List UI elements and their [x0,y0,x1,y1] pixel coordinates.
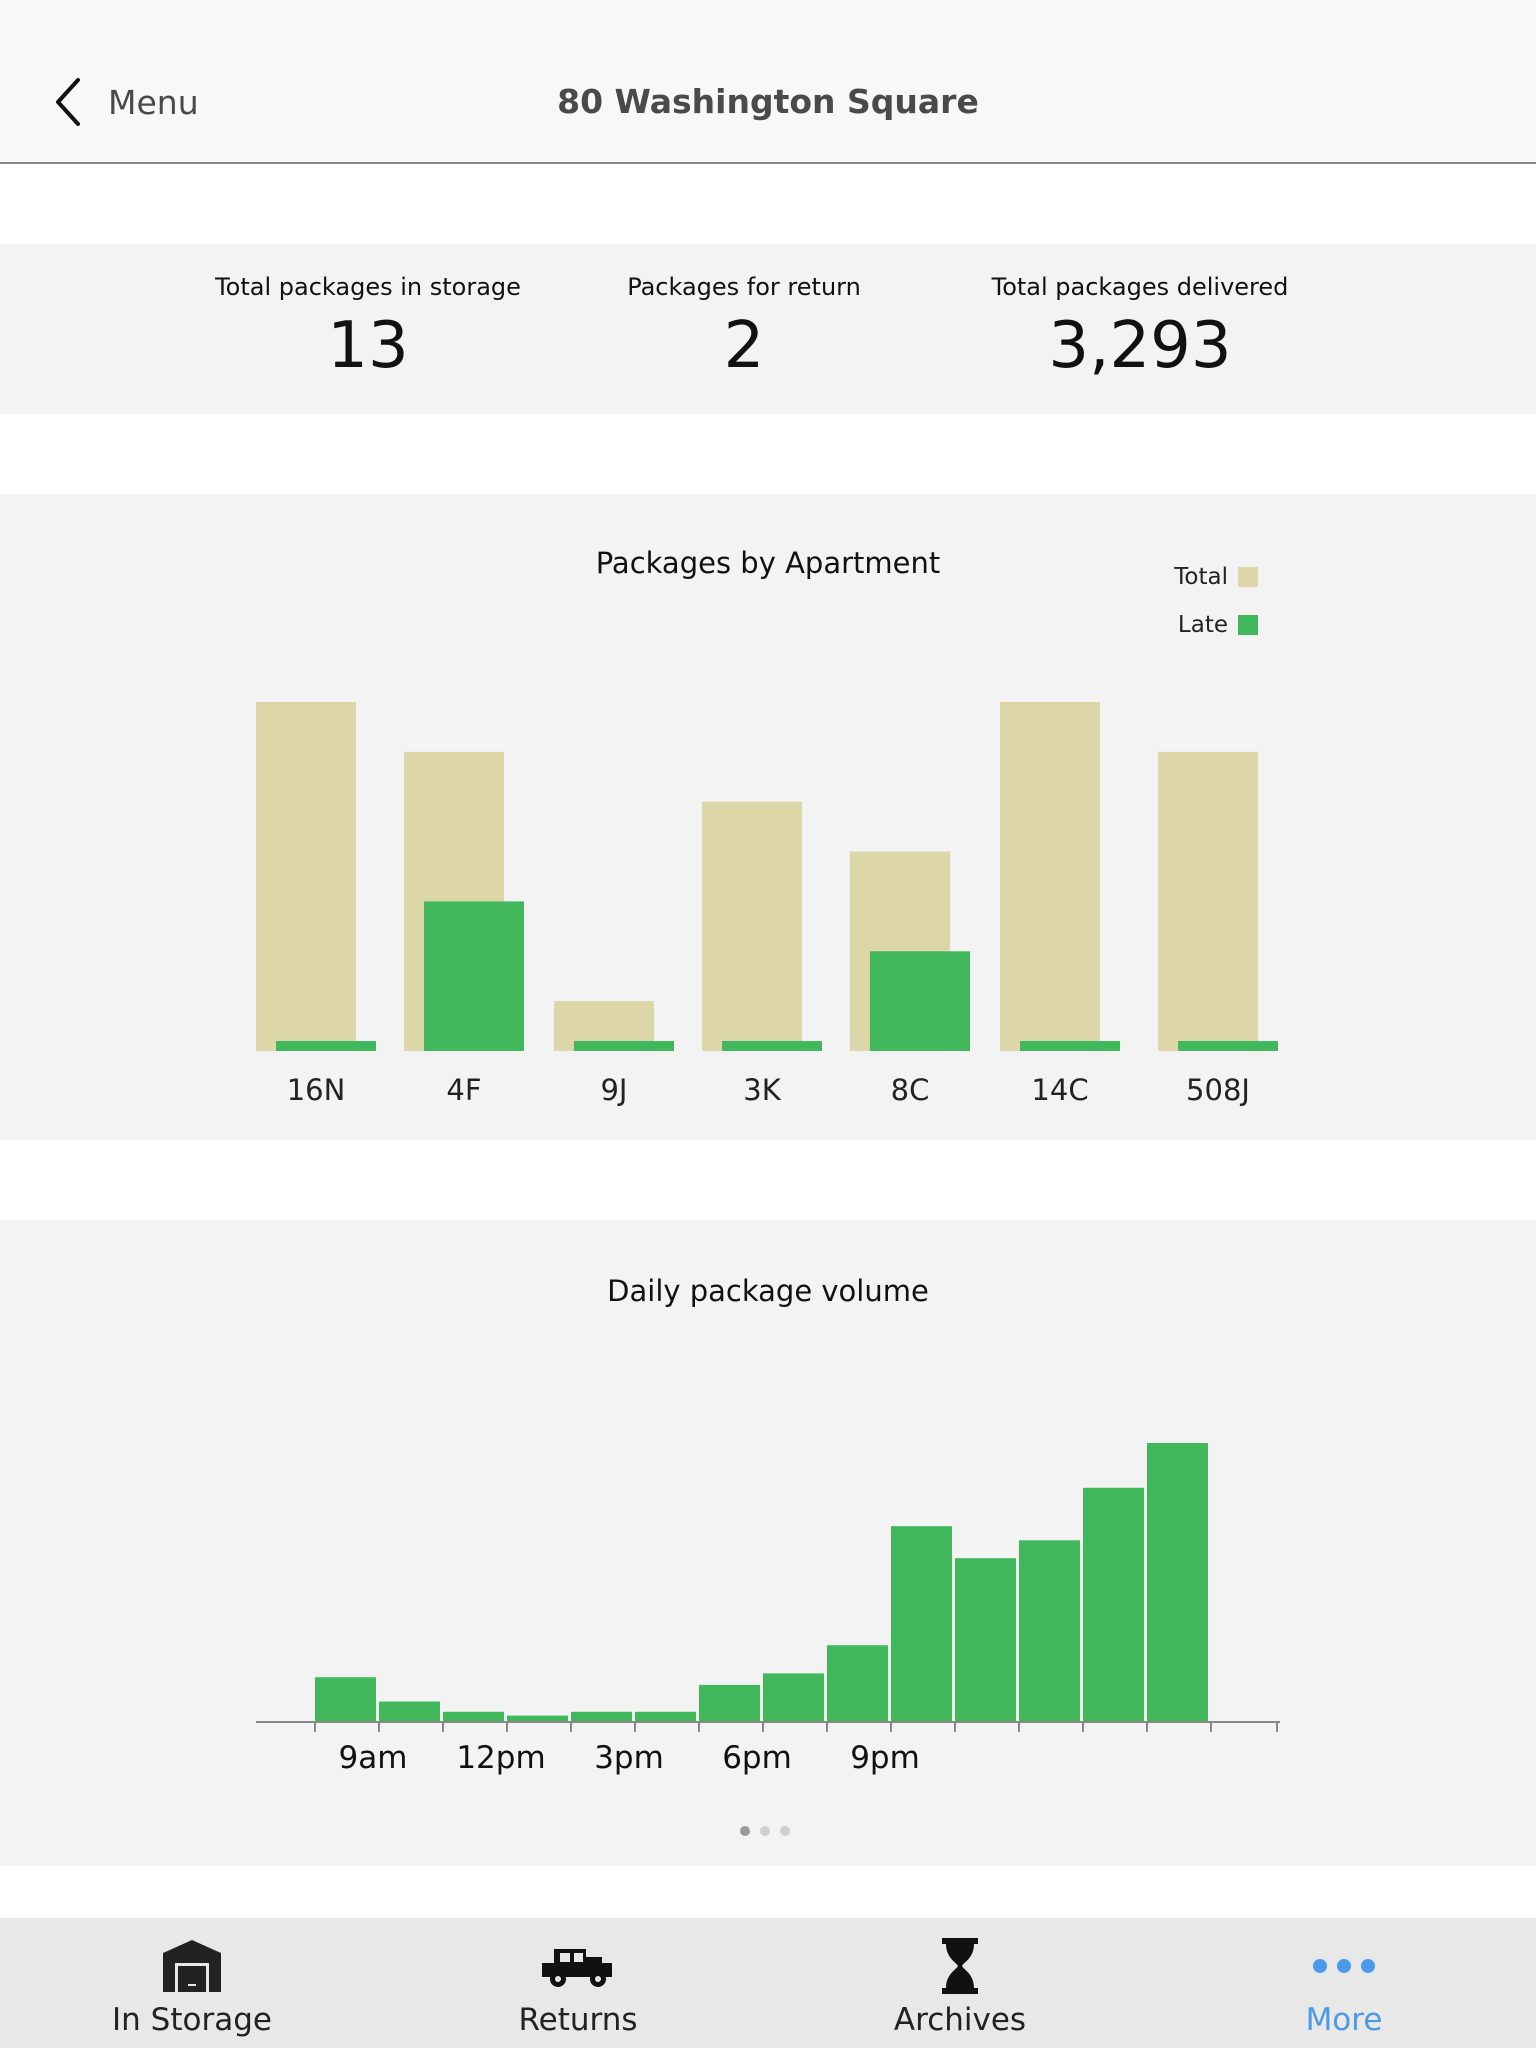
tab-returns[interactable]: Returns [428,1918,728,2048]
late-bar [1020,1041,1120,1051]
page-title: 80 Washington Square [557,82,979,121]
chart-title: Daily package volume [607,1274,929,1308]
total-bar [1000,702,1100,1051]
x-tick-label: 12pm [456,1740,545,1776]
tab-label: Archives [893,2002,1027,2038]
volume-bar [379,1701,440,1722]
tab-bar: In Storage Returns Archives [0,1918,1536,2048]
apartment-chart-panel: Packages by Apartment Total Late 16N 4F 9J… [0,494,1536,1140]
total-bar [256,702,356,1051]
x-tick-label: 3pm [594,1740,664,1776]
stat-value: 3,293 [1048,309,1232,383]
stat-storage: Total packages in storage 13 [168,272,568,386]
volume-chart-panel: Daily package volume 9am 12pm 3pm 6pm 9pm [0,1220,1536,1866]
legend-swatch-late [1238,615,1258,635]
x-tick-label: 6pm [722,1740,792,1776]
late-bar [276,1041,376,1051]
x-tick-label: 9J [600,1073,627,1107]
x-tick-label: 9am [339,1740,408,1776]
truck-icon [542,1949,612,1987]
legend-swatch-total [1238,567,1258,587]
volume-bar [315,1677,376,1722]
back-button[interactable]: Menu [52,72,199,132]
apartment-bar-chart: 16N 4F 9J 3K 8C 14C 508J [256,702,1278,1107]
volume-bar [1147,1443,1208,1722]
stat-returns: Packages for return 2 [544,272,944,386]
stat-label: Total packages in storage [215,273,521,301]
x-tick-label: 9pm [850,1740,920,1776]
back-label: Menu [108,82,199,122]
volume-bar [507,1715,568,1722]
late-bar [870,951,970,1051]
legend-label: Late [1177,612,1228,638]
legend-label: Total [1174,564,1228,590]
x-tick-label: 14C [1031,1073,1088,1107]
volume-bar [955,1558,1016,1722]
page-dot[interactable] [780,1826,790,1836]
late-bar [574,1041,674,1051]
garage-icon [163,1940,221,1992]
tab-more[interactable]: More [1194,1918,1494,2048]
stat-value: 13 [327,309,409,383]
x-tick-label: 8C [891,1073,930,1107]
tab-archives[interactable]: Archives [810,1918,1110,2048]
page-dot[interactable] [740,1826,750,1836]
hourglass-icon [942,1938,978,1994]
volume-bar-chart: 9am 12pm 3pm 6pm 9pm [256,1443,1280,1776]
legend-total: Total [1174,564,1258,590]
total-bar [702,801,802,1051]
stat-label: Total packages delivered [991,273,1289,301]
volume-bar [571,1711,632,1722]
navigation-bar: Menu 80 Washington Square [0,0,1536,164]
x-tick-label: 4F [446,1073,481,1107]
stat-label: Packages for return [627,273,861,301]
volume-bar [1083,1487,1144,1722]
chart-title: Packages by Apartment [595,546,941,580]
stat-value: 2 [723,309,765,383]
stats-panel: Total packages in storage 13 Packages fo… [0,244,1536,414]
tab-label: In Storage [112,2002,272,2038]
tab-in-storage[interactable]: In Storage [42,1918,342,2048]
volume-bar [443,1711,504,1722]
page-dot[interactable] [760,1826,770,1836]
late-bar [1178,1041,1278,1051]
total-bar [1158,751,1258,1051]
tab-label: Returns [518,2002,638,2038]
volume-bar [827,1645,888,1722]
page-indicator[interactable] [740,1826,790,1836]
volume-bar [763,1673,824,1722]
x-tick-label: 3K [743,1073,781,1107]
volume-bar [891,1526,952,1722]
tab-label: More [1305,2002,1383,2038]
volume-bar [699,1684,760,1722]
x-tick-label: 508J [1186,1073,1250,1107]
legend-late: Late [1178,612,1258,638]
stat-delivered: Total packages delivered 3,293 [940,272,1340,386]
volume-bar [1019,1540,1080,1722]
volume-bar [635,1711,696,1722]
late-bar [722,1041,822,1051]
more-dots-icon [1313,1959,1375,1973]
chevron-left-icon [56,78,80,126]
late-bar [424,901,524,1051]
x-tick-label: 16N [287,1073,346,1107]
